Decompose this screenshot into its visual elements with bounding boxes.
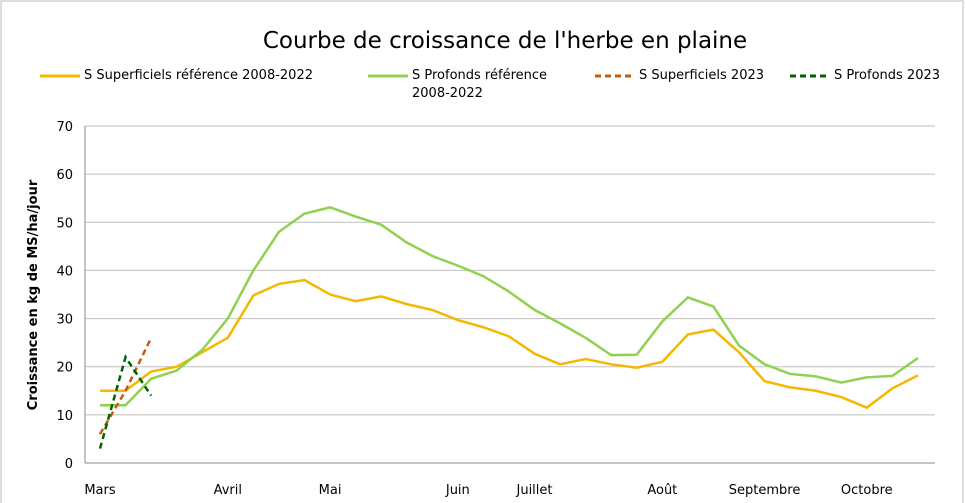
series-line: [98, 354, 153, 449]
y-axis-label: Croissance en kg de MS/ha/jour: [26, 179, 41, 410]
legend-label: S Profonds 2023: [834, 68, 941, 83]
series-line: [98, 337, 153, 435]
x-tick-label: Mai: [319, 483, 342, 498]
x-tick-label: Juin: [445, 483, 470, 498]
y-tick-label: 50: [56, 216, 73, 231]
legend-label: S Profonds référence 2008-2022: [412, 68, 548, 101]
y-tick-label: 30: [56, 313, 73, 328]
y-tick-label: 10: [56, 409, 73, 424]
chart-title: Courbe de croissance de l'herbe en plain…: [263, 28, 747, 54]
y-tick-label: 60: [56, 168, 73, 183]
x-tick-label: Septembre: [729, 483, 801, 498]
y-tick-label: 70: [56, 120, 73, 135]
legend-label: S Superficiels référence 2008-2022: [84, 68, 313, 83]
x-tick-label: Août: [647, 483, 677, 498]
x-tick-label: Juillet: [516, 483, 553, 498]
x-tick-label: Octobre: [841, 483, 893, 498]
y-tick-label: 40: [56, 264, 73, 279]
x-tick-label: Avril: [214, 483, 242, 498]
legend-label: S Superficiels 2023: [639, 68, 765, 83]
series-line: [100, 278, 919, 410]
y-tick-label: 0: [65, 457, 73, 472]
y-tick-label: 20: [56, 361, 73, 376]
x-tick-label: Mars: [84, 483, 116, 498]
series-line: [100, 206, 919, 407]
